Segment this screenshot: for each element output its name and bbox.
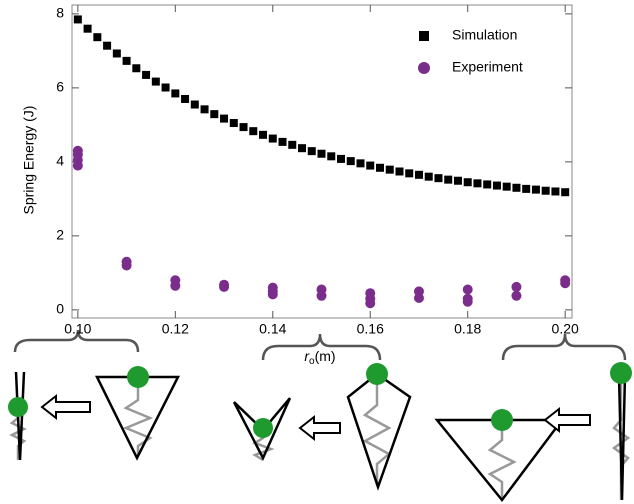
point xyxy=(444,175,453,184)
point xyxy=(170,280,181,291)
point xyxy=(560,278,571,289)
point xyxy=(181,94,190,103)
point xyxy=(337,154,346,163)
point xyxy=(473,179,482,188)
x-tick-label: 0.12 xyxy=(162,321,189,337)
point xyxy=(511,281,522,292)
point xyxy=(219,281,230,292)
point xyxy=(151,77,160,86)
x-tick-label: 0.16 xyxy=(357,321,384,337)
point xyxy=(288,140,297,149)
plot-frame xyxy=(71,4,573,319)
point xyxy=(551,187,560,196)
point xyxy=(511,290,522,301)
point xyxy=(316,290,327,301)
point xyxy=(112,49,121,58)
point xyxy=(200,105,209,114)
point xyxy=(453,176,462,185)
x-tick-label: 0.10 xyxy=(64,321,91,337)
point xyxy=(267,289,278,300)
point xyxy=(375,163,384,172)
y-tick-label: 4 xyxy=(56,153,64,169)
legend-marker xyxy=(418,62,430,74)
point xyxy=(259,130,268,139)
point xyxy=(142,70,151,79)
point xyxy=(346,157,355,166)
point xyxy=(413,293,424,304)
legend-label: Simulation xyxy=(452,27,517,43)
x-axis-unit: (m) xyxy=(315,348,336,364)
point xyxy=(366,161,375,170)
point xyxy=(72,160,83,171)
y-tick-label: 8 xyxy=(56,5,64,21)
point xyxy=(307,147,316,156)
point xyxy=(132,64,141,73)
point xyxy=(171,89,180,98)
point xyxy=(492,181,501,190)
point xyxy=(220,114,229,123)
point xyxy=(462,296,473,307)
point xyxy=(317,149,326,158)
x-tick-label: 0.20 xyxy=(552,321,579,337)
point xyxy=(424,172,433,181)
point xyxy=(395,167,404,176)
y-tick-label: 6 xyxy=(56,79,64,95)
x-axis-label: ro(m) xyxy=(304,348,335,367)
point xyxy=(541,186,550,195)
point xyxy=(327,152,336,161)
point xyxy=(210,110,219,119)
point xyxy=(122,56,131,65)
point xyxy=(190,100,199,109)
y-axis-label: Spring Energy (J) xyxy=(21,106,37,215)
point xyxy=(463,178,472,187)
point xyxy=(462,284,473,295)
point xyxy=(229,119,238,128)
point xyxy=(483,180,492,189)
point xyxy=(268,134,277,143)
legend-label: Experiment xyxy=(452,59,523,75)
x-axis-subscript: o xyxy=(309,356,315,367)
point xyxy=(405,169,414,178)
y-tick-label: 2 xyxy=(56,227,64,243)
point xyxy=(434,174,443,183)
y-tick-label: 0 xyxy=(56,301,64,317)
x-axis-symbol: r xyxy=(304,348,310,364)
point xyxy=(385,165,394,174)
point xyxy=(298,144,307,153)
point xyxy=(121,260,132,271)
point xyxy=(561,188,570,197)
point xyxy=(531,185,540,194)
point xyxy=(83,24,92,33)
point xyxy=(73,15,82,24)
legend-marker xyxy=(419,31,429,41)
point xyxy=(522,184,531,193)
point xyxy=(512,183,521,192)
diagrams xyxy=(8,329,632,503)
point xyxy=(239,123,248,132)
point xyxy=(249,127,258,136)
point xyxy=(278,137,287,146)
point xyxy=(356,159,365,168)
point xyxy=(414,170,423,179)
point xyxy=(365,298,376,309)
x-tick-label: 0.14 xyxy=(259,321,286,337)
point xyxy=(93,33,102,42)
point xyxy=(103,41,112,50)
point xyxy=(502,182,511,191)
x-tick-label: 0.18 xyxy=(454,321,481,337)
point xyxy=(161,83,170,92)
